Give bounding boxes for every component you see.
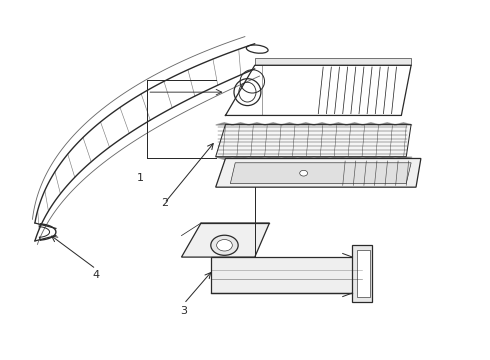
Polygon shape — [255, 58, 411, 65]
Text: 3: 3 — [180, 306, 187, 316]
Text: 2: 2 — [161, 198, 168, 208]
Polygon shape — [230, 163, 411, 184]
Polygon shape — [211, 257, 362, 293]
Polygon shape — [216, 158, 421, 187]
Circle shape — [217, 239, 232, 251]
Text: 1: 1 — [136, 173, 144, 183]
Polygon shape — [181, 223, 270, 257]
Text: 4: 4 — [93, 270, 99, 280]
Polygon shape — [357, 250, 369, 297]
Polygon shape — [352, 244, 372, 302]
Circle shape — [211, 235, 238, 255]
Polygon shape — [216, 125, 411, 157]
Circle shape — [300, 170, 308, 176]
